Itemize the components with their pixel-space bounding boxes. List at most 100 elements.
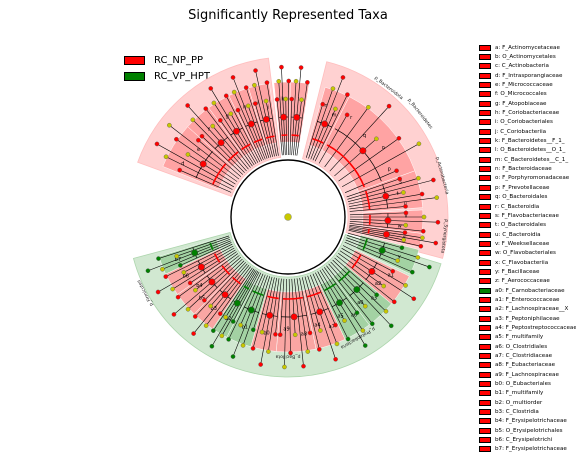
tree-node-72 <box>403 283 407 287</box>
tree-node-68 <box>427 265 431 269</box>
tree-node-76 <box>375 293 379 297</box>
tree-node-13 <box>212 101 216 105</box>
tree-node-132 <box>156 256 160 260</box>
tree-node-34 <box>299 65 303 69</box>
clade-node-9 <box>383 193 389 199</box>
key-label-17: r: C_Bacteroidia <box>495 204 539 210</box>
tree-node-25 <box>264 99 268 103</box>
key-entry-22: w: O_Flavobacteriales <box>479 249 576 258</box>
tree-node-92 <box>306 349 310 353</box>
tree-node-61 <box>403 231 407 235</box>
key-entry-24: y: F_Bacillaceae <box>479 267 576 276</box>
key-label-31: a5: F_multifamily <box>495 334 543 340</box>
key-label-13: n: F_Bacteroidaceae <box>495 166 552 172</box>
tree-node-128 <box>178 263 182 267</box>
clade-label-0-0: d <box>181 161 184 167</box>
tree-node-57 <box>422 215 426 219</box>
key-entry-41: b5: O_Erysipelotrichales <box>479 426 576 435</box>
key-label-43: b7: F_Erysipelotrichaceae <box>495 446 567 452</box>
tree-node-5 <box>167 123 171 127</box>
key-entry-26: a0: F_Carnobacteriaceae <box>479 286 576 295</box>
tree-node-8 <box>191 118 195 122</box>
tree-node-39 <box>341 75 345 79</box>
clade-node-0 <box>200 161 206 167</box>
tree-node-99 <box>266 349 270 353</box>
tree-node-91 <box>308 331 312 335</box>
key-label-26: a0: F_Carnobacteriaceae <box>495 288 565 294</box>
key-label-30: a4: F_Peptostreptococcaceae <box>495 325 576 331</box>
key-label-21: v: F_Weeksellaceae <box>495 241 549 247</box>
key-entry-6: g: F_Atopobiaceae <box>479 99 576 108</box>
tree-node-66 <box>400 246 404 250</box>
tree-node-50 <box>416 176 420 180</box>
tree-node-126 <box>182 270 186 274</box>
clade-label-15-1: a5 <box>337 313 343 319</box>
key-swatch-30 <box>479 325 491 331</box>
tree-node-14 <box>209 86 213 90</box>
key-entry-43: b7: F_Erysipelotrichaceae <box>479 445 576 454</box>
tree-node-97 <box>278 333 282 337</box>
key-entry-1: b: O_Actinomycetales <box>479 52 576 61</box>
tree-node-9 <box>186 103 190 107</box>
key-label-37: b1: F_multifamily <box>495 390 543 396</box>
tree-node-54 <box>435 196 439 200</box>
tree-node-30 <box>284 97 288 101</box>
tree-node-69 <box>396 259 400 263</box>
key-label-5: f: O_Micrococcales <box>495 91 547 97</box>
key-label-33: a7: C_Clostridiaceae <box>495 353 552 359</box>
tree-node-112 <box>211 329 215 333</box>
tree-node-118 <box>202 298 206 302</box>
clade-node-23 <box>198 264 204 270</box>
key-swatch-23 <box>479 260 491 266</box>
key-label-15: p: F_Prevotellaceae <box>495 185 549 191</box>
clade-label-9-1: t <box>397 191 399 197</box>
tree-node-73 <box>412 297 416 301</box>
tree-node-59 <box>404 223 408 227</box>
tree-node-113 <box>218 312 222 316</box>
key-swatch-18 <box>479 213 491 219</box>
tree-node-21 <box>244 85 248 89</box>
tree-node-88 <box>333 357 337 361</box>
tree-node-27 <box>275 97 279 101</box>
key-swatch-24 <box>479 269 491 275</box>
key-swatch-20 <box>479 232 491 238</box>
tree-node-100 <box>259 362 263 366</box>
key-swatch-13 <box>479 166 491 172</box>
tree-node-55 <box>403 204 407 208</box>
tree-node-120 <box>172 312 176 316</box>
tree-node-96 <box>282 365 286 369</box>
clade-node-18 <box>267 312 273 318</box>
tree-node-51 <box>431 178 435 182</box>
tree-node-108 <box>231 319 235 323</box>
key-label-34: a8: F_Eubacteriaceae <box>495 362 555 368</box>
tree-node-18 <box>232 90 236 94</box>
tree-node-119 <box>186 307 190 311</box>
key-label-16: q: O_Bacteroidales <box>495 194 547 200</box>
key-entry-3: d: F_Intrasporangiaceae <box>479 71 576 80</box>
tree-node-43 <box>366 105 370 109</box>
tree-node-129 <box>160 267 164 271</box>
key-swatch-28 <box>479 306 491 312</box>
key-swatch-35 <box>479 372 491 378</box>
tree-node-131 <box>175 254 179 258</box>
clade-node-24 <box>191 250 197 256</box>
tree-node-78 <box>389 324 393 328</box>
tree-node-81 <box>355 311 359 315</box>
key-entry-31: a5: F_multifamily <box>479 333 576 342</box>
key-label-19: t: O_Bacteroidales <box>495 222 546 228</box>
key-label-24: y: F_Bacillaceae <box>495 269 539 275</box>
key-label-42: b6: C_Erysipelotrichi <box>495 437 552 443</box>
tree-node-85 <box>346 337 350 341</box>
tree-node-15 <box>229 112 233 116</box>
key-entry-27: a1: F_Enterococcaceae <box>479 295 576 304</box>
tree-node-127 <box>164 275 168 279</box>
tree-node-130 <box>146 269 150 273</box>
tree-node-6 <box>196 138 200 142</box>
key-entry-29: a3: F_Peptoniphilaceae <box>479 314 576 323</box>
key-label-35: a9: F_Lachnospiraceae <box>495 372 559 378</box>
key-swatch-26 <box>479 288 491 294</box>
tree-node-53 <box>420 192 424 196</box>
key-entry-25: z: F_Aerococcaceae <box>479 277 576 286</box>
tree-node-105 <box>231 354 235 358</box>
root-node <box>285 214 292 221</box>
